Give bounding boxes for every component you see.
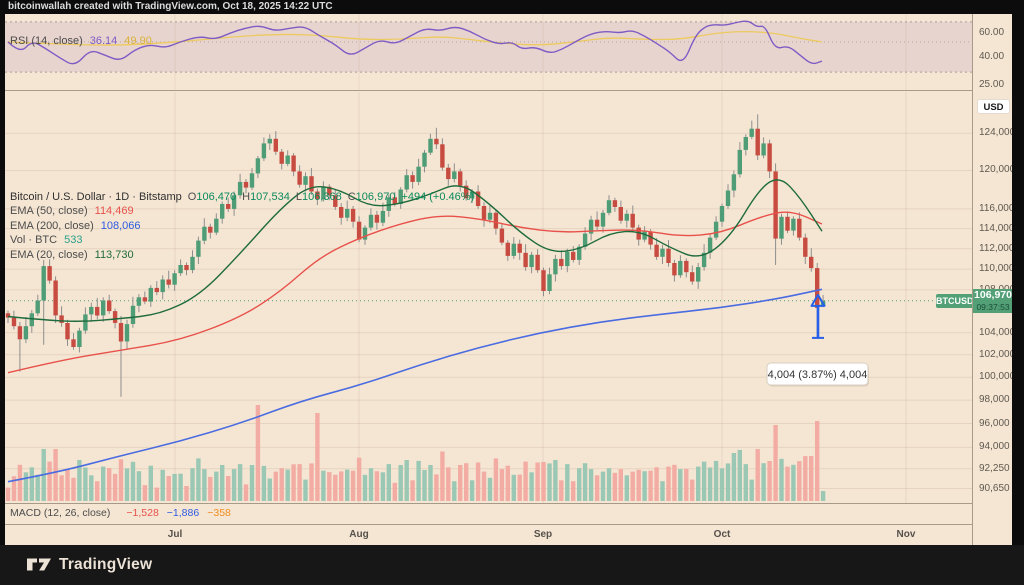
macd-value: −1,886	[166, 507, 200, 519]
time-axis[interactable]: Jul Aug Sep Oct Nov	[0, 525, 1012, 545]
indicator-name: EMA (20, close)	[10, 248, 88, 261]
last-price-tag: 106,970 09:37:53	[973, 288, 1013, 313]
symbol-legend[interactable]: Bitcoin / U.S. Dollar · 1D · Bitstamp O10…	[10, 189, 474, 262]
left-border	[0, 14, 5, 545]
candles-layer	[5, 114, 826, 397]
indicator-value: 113,730	[94, 248, 134, 261]
rsi-legend-name: RSI (14, close)	[10, 35, 83, 47]
rsi-ma-value: 49.90	[124, 35, 152, 47]
ohlc-key: C	[347, 190, 356, 203]
price-axis-label: 124,000	[979, 127, 1016, 139]
ohlc-value: 106,970	[355, 190, 396, 203]
right-border	[1012, 14, 1024, 545]
indicator-name: Vol · BTC	[10, 234, 58, 246]
price-axis-label: 114,000	[979, 222, 1015, 234]
indicator-name: EMA (200, close)	[10, 219, 94, 232]
price-axis-label: 92,250	[979, 462, 1010, 474]
main-price-pane[interactable]: 4,004 (3.87%) 4,004 Bitcoin / U.S. Dolla…	[0, 92, 972, 503]
tradingview-brand[interactable]: TradingView	[26, 555, 152, 574]
symbol-price-tag: BTCUSD	[936, 293, 972, 308]
attribution-bar: bitcoinwallah created with TradingView.c…	[0, 0, 1024, 14]
price-axis-label: 90,650	[979, 482, 1010, 494]
footer-bar: TradingView	[0, 545, 1024, 585]
indicator-legend-row[interactable]: EMA (200, close) 108,066	[10, 219, 474, 233]
indicator-legend-row[interactable]: EMA (50, close) 114,469	[10, 204, 474, 218]
price-axis-label: 112,000	[979, 242, 1015, 254]
rsi-axis-label: 60.00	[979, 27, 1005, 39]
ohlc-key: H	[242, 190, 251, 203]
measure-tooltip: 4,004 (3.87%) 4,004	[766, 362, 869, 387]
svg-text:4,004 (3.87%) 4,004: 4,004 (3.87%) 4,004	[768, 369, 868, 381]
measure-arrow	[810, 293, 826, 339]
indicator-name: EMA (50, close)	[10, 205, 88, 217]
time-axis-label: Sep	[533, 529, 553, 540]
ohlc-key: O	[187, 190, 197, 203]
rsi-pane[interactable]: RSI (14, close) 36.14 49.90	[0, 14, 972, 90]
indicator-value: 108,066	[100, 219, 141, 232]
change-value: +494 (+0.46%)	[401, 190, 475, 203]
rsi-indicator-chart[interactable]	[0, 14, 972, 90]
price-axis-label: 104,000	[979, 326, 1016, 338]
time-axis-label: Oct	[713, 529, 731, 540]
ohlc-value: 106,470	[196, 190, 237, 203]
price-axis-label: 102,000	[979, 348, 1016, 360]
ohlc-key: L	[295, 190, 302, 203]
bar-countdown: 09:37:53	[976, 301, 1010, 312]
indicator-legend: EMA (50, close) 114,469 EMA (200, close) 10…	[10, 204, 474, 262]
ema200-line	[7, 288, 823, 483]
indicator-value: 533	[64, 234, 83, 246]
pane-separator[interactable]	[0, 503, 1012, 504]
ohlc-value: 107,534	[250, 190, 290, 203]
indicator-legend-row[interactable]: Vol · BTC 533	[10, 233, 474, 247]
price-axis-label: 120,000	[979, 164, 1016, 176]
macd-pane[interactable]: MACD (12, 26, close) −1,528 −1,886 −358	[0, 504, 972, 524]
price-axis-label: 110,000	[979, 263, 1015, 275]
indicator-legend-row[interactable]: EMA (20, close) 113,730	[10, 248, 474, 262]
price-chart[interactable]: 4,004 (3.87%) 4,004	[0, 92, 972, 503]
last-price: 106,970	[974, 288, 1012, 301]
price-axis-label: 94,000	[979, 441, 1010, 453]
rsi-band	[0, 21, 972, 73]
macd-value: −358	[207, 507, 231, 519]
price-axis[interactable]: USD 60.00 40.00 25.00 124,000 120,000 116,00…	[972, 14, 1015, 545]
price-axis-label: 96,000	[979, 417, 1010, 429]
attribution-text: bitcoinwallah created with TradingView.c…	[8, 1, 333, 12]
rsi-value: 36.14	[89, 35, 118, 47]
brand-name: TradingView	[59, 555, 153, 573]
time-axis-label: Nov	[896, 529, 916, 540]
pane-separator[interactable]	[0, 90, 1012, 91]
price-axis-label: 98,000	[979, 394, 1010, 406]
time-axis-label: Aug	[349, 529, 369, 540]
indicator-value: 114,469	[94, 205, 134, 217]
macd-values: −1,528 −1,886 −358	[118, 507, 231, 519]
symbol-title: Bitcoin / U.S. Dollar · 1D · Bitstamp	[10, 190, 182, 203]
ema50-line	[7, 211, 823, 374]
time-axis-label: Jul	[167, 529, 183, 540]
rsi-line	[7, 20, 823, 65]
ema20-line	[7, 179, 823, 322]
axis-separator	[0, 524, 1012, 525]
rsi-axis-label: 25.00	[979, 78, 1005, 90]
ohlc-value: 106,368	[301, 190, 342, 203]
macd-legend-name: MACD (12, 26, close)	[10, 507, 111, 519]
currency-usd-button[interactable]: USD	[977, 99, 1010, 114]
rsi-axis-label: 40.00	[979, 51, 1005, 63]
macd-legend[interactable]: MACD (12, 26, close) −1,528 −1,886 −358	[10, 507, 231, 519]
symbol-legend-row[interactable]: Bitcoin / U.S. Dollar · 1D · Bitstamp O10…	[10, 190, 474, 204]
ohlc-values: O106,470 H107,534 L106,368 C106,970	[182, 191, 396, 203]
volume-bars	[5, 405, 826, 501]
rsi-legend[interactable]: RSI (14, close) 36.14 49.90	[10, 35, 152, 47]
macd-value: −1,528	[126, 507, 159, 519]
price-axis-label: 100,000	[979, 371, 1016, 383]
price-axis-label: 116,000	[979, 202, 1015, 214]
tradingview-logo-icon	[27, 558, 51, 571]
